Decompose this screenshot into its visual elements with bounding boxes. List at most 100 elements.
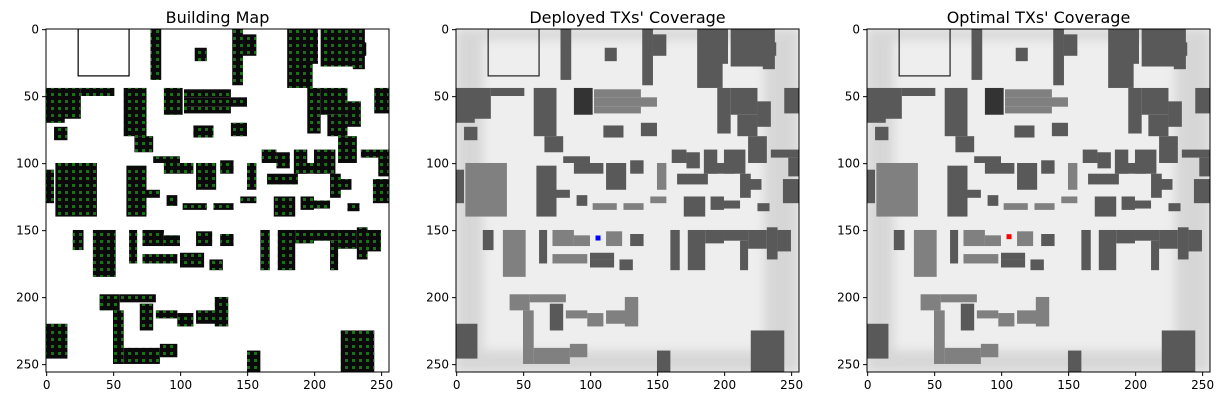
building: [867, 169, 876, 204]
building: [1034, 203, 1055, 210]
receiver-dots: [338, 229, 357, 249]
receiver-dots: [330, 173, 341, 198]
building: [603, 125, 624, 138]
building: [1005, 89, 1052, 98]
building: [573, 235, 590, 247]
building: [565, 310, 588, 319]
receiver-dots: [46, 87, 81, 119]
building: [987, 195, 999, 206]
building: [650, 196, 667, 204]
building: [1128, 87, 1142, 134]
building: [576, 195, 588, 206]
building: [750, 330, 785, 372]
building: [594, 97, 657, 107]
building: [710, 196, 724, 210]
building: [456, 87, 491, 119]
building: [656, 350, 671, 372]
building: [867, 323, 889, 359]
building: [893, 229, 905, 251]
y-tick-label: 0: [441, 23, 449, 37]
building: [589, 259, 615, 268]
receiver-dots: [295, 229, 314, 244]
y-tick-label: 200: [16, 291, 39, 305]
receiver-dots: [304, 29, 318, 64]
building: [671, 149, 687, 163]
building: [623, 203, 644, 210]
building: [573, 162, 604, 174]
building: [624, 296, 639, 327]
panel-1: Building Map 0 50 100 150 200 250 0 50 100 150 200 2…: [16, 8, 393, 392]
panel-title: Deployed TXs' Coverage: [529, 8, 725, 27]
receiver-dots: [367, 229, 381, 252]
receiver-dots: [297, 162, 325, 174]
receiver-dots: [163, 162, 194, 174]
axes-frame: [45, 28, 390, 373]
building: [1067, 162, 1078, 190]
building: [1199, 157, 1210, 177]
building: [784, 87, 799, 114]
receiver-dots: [119, 294, 156, 303]
building: [536, 165, 557, 217]
building: [947, 165, 968, 217]
building: [757, 203, 770, 212]
building: [677, 173, 708, 185]
receiver-dots: [213, 203, 234, 210]
receiver-dots: [126, 165, 147, 217]
building: [1141, 87, 1169, 115]
building: [1017, 162, 1038, 190]
y-tick-label: 50: [434, 90, 449, 104]
receiver-dots: [267, 173, 298, 185]
building: [976, 310, 999, 319]
building: [539, 229, 548, 264]
receiver-dots: [142, 254, 178, 264]
building: [687, 229, 706, 271]
building: [723, 229, 749, 241]
receiver-dots: [372, 179, 389, 204]
building: [757, 101, 771, 127]
building: [748, 179, 762, 190]
receiver-dots: [150, 29, 162, 80]
building: [1159, 136, 1178, 163]
building: [630, 233, 644, 247]
x-tick-label: 100: [579, 378, 602, 392]
building: [1097, 152, 1111, 169]
building: [1035, 296, 1050, 327]
building: [1188, 229, 1202, 252]
building: [556, 189, 570, 198]
receiver-dots: [242, 34, 257, 56]
panel-title: Building Map: [166, 8, 270, 27]
building: [875, 126, 889, 141]
x-tick-label: 50: [516, 378, 531, 392]
receiver-dots: [356, 227, 368, 260]
x-tick-label: 50: [106, 378, 121, 392]
building: [714, 29, 728, 64]
receiver-dots: [300, 196, 314, 210]
building: [1061, 196, 1078, 204]
receiver-dots: [338, 179, 352, 190]
panel-2: Deployed TXs' Coverage 0 50 100 150 200 250 0 50…: [426, 8, 803, 392]
receiver-dots: [240, 196, 257, 204]
panel-3: Optimal TXs' Coverage 0 50 100 150 200 250 0 50 1…: [837, 8, 1214, 392]
receiver-dots: [260, 229, 270, 271]
receiver-dots: [194, 47, 207, 62]
receiver-dots: [220, 233, 234, 247]
x-tick-label: 50: [927, 378, 942, 392]
building: [1195, 87, 1210, 114]
receiver-dots: [46, 323, 68, 359]
receiver-dots: [142, 229, 164, 247]
building: [940, 294, 977, 303]
receiver-dots: [214, 296, 229, 327]
building: [563, 156, 590, 163]
x-tick-label: 250: [1191, 378, 1214, 392]
y-tick-label: 250: [16, 358, 39, 372]
building: [592, 203, 617, 210]
receiver-dots: [273, 196, 296, 217]
building: [569, 343, 588, 358]
building: [974, 156, 1001, 163]
building: [960, 303, 975, 331]
building: [1041, 233, 1055, 247]
heatmap-image: [867, 29, 1210, 372]
receiver-dots: [92, 229, 116, 277]
building: [529, 294, 566, 303]
building: [1161, 330, 1196, 372]
